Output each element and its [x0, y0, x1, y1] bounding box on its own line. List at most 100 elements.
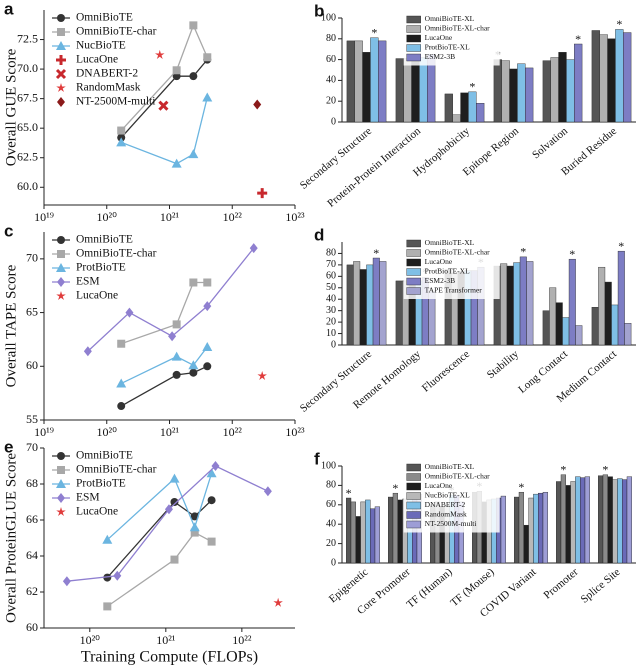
bar [353, 261, 361, 346]
legend-swatch [406, 277, 421, 286]
legend: OmniBioTE OmniBioTE-char ProtBioTE ESM LucaO… [52, 234, 157, 302]
marker [113, 570, 122, 581]
bar [346, 264, 354, 346]
bar [555, 302, 563, 346]
y-tick-label: 40 [326, 75, 336, 86]
legend-label: ProtBioTE-XL [425, 267, 470, 276]
marker [172, 66, 181, 75]
panel-label: b [314, 1, 324, 20]
significance-marker: * [616, 17, 622, 31]
bar [612, 479, 618, 564]
marker [189, 368, 198, 377]
y-axis-title: Overall ProteinGLUE Score [3, 453, 19, 623]
legend-label: ESM [76, 276, 100, 288]
bar [362, 52, 371, 123]
marker [188, 360, 199, 370]
legend-label: OmniBioTE [76, 12, 133, 24]
bar [370, 37, 379, 123]
y-tick-label: 20 [326, 316, 336, 327]
bar [509, 68, 518, 123]
bar [355, 516, 361, 564]
bar [615, 29, 624, 123]
bar [518, 491, 525, 564]
marker [171, 158, 182, 168]
x-tick-label: Protein-Protein Interaction [325, 125, 423, 210]
series-line [120, 59, 208, 139]
bar [598, 266, 606, 346]
significance-marker: * [469, 80, 475, 94]
bar [370, 508, 376, 564]
marker [190, 528, 199, 537]
marker [203, 301, 212, 312]
legend: OmniBioTE-XLOmniBioTE-XL-charLucaOneProt… [403, 238, 500, 299]
legend-swatch [406, 34, 421, 43]
legend-swatch [406, 463, 421, 472]
series-line [120, 365, 208, 407]
marker [57, 250, 65, 258]
significance-marker: * [518, 480, 524, 494]
bar [556, 481, 562, 564]
marker [207, 496, 216, 505]
bar [617, 250, 625, 346]
x-tick-label: Promoter [541, 566, 580, 602]
x-tick-label: 10²¹ [156, 633, 176, 647]
bar [562, 317, 570, 346]
bar [388, 496, 394, 564]
bar [617, 478, 623, 564]
significance-marker: * [602, 462, 608, 476]
marker [56, 479, 66, 488]
x-tick-label: Solvation [530, 125, 570, 162]
legend-label: RandomMask [76, 82, 141, 94]
x-tick-label: Fluorescence [420, 348, 472, 395]
bar [575, 325, 583, 346]
bar [526, 261, 534, 346]
x-tick-label: 10¹⁹ [34, 425, 54, 439]
marker [56, 263, 66, 272]
legend-label: ProtBioTE-XL [425, 43, 470, 52]
bar [566, 59, 575, 123]
bar [591, 307, 599, 346]
bar [550, 57, 559, 123]
bar [350, 501, 357, 564]
marker [57, 466, 65, 474]
bar [360, 501, 366, 564]
y-tick-label: 67.5 [17, 90, 38, 104]
y-tick-label: 100 [321, 12, 336, 23]
legend-label: NT-2500M-multi [76, 96, 155, 108]
bar [476, 103, 485, 123]
x-tick-label: 10²³ [285, 210, 305, 224]
marker [169, 473, 180, 483]
y-tick-label: 70 [26, 251, 38, 265]
panel-label: f [314, 449, 320, 468]
bar [428, 291, 436, 346]
marker [117, 402, 126, 411]
x-tick-label: 10²¹ [160, 425, 180, 439]
x-tick-label: 10²¹ [160, 210, 180, 224]
series-line [106, 473, 213, 541]
marker [253, 99, 262, 110]
legend-label: LucaOne [76, 54, 118, 66]
legend-label: OmniBioTE-char [76, 464, 157, 476]
bar [452, 114, 461, 123]
bar [528, 497, 534, 564]
bar [419, 57, 428, 123]
y-tick-label: 0 [331, 116, 336, 127]
marker [164, 504, 173, 515]
legend-label: OmniBioTE-char [76, 26, 157, 38]
y-tick-label: 60.0 [17, 179, 38, 193]
bar [374, 506, 381, 564]
marker [172, 370, 181, 379]
y-tick-label: 0 [331, 557, 336, 568]
marker [203, 278, 212, 287]
bar [395, 58, 404, 123]
legend: OmniBioTE OmniBioTE-char ProtBioTE ESM LucaO… [52, 450, 157, 518]
marker [211, 461, 220, 471]
legend-label: OmniBioTE-XL [425, 462, 475, 471]
y-tick-label: 60 [326, 271, 336, 282]
y-tick-label: 40 [326, 294, 336, 305]
y-tick-label: 68 [26, 476, 38, 490]
y-tick-label: 62.5 [17, 149, 38, 163]
bar [542, 491, 549, 564]
marker [202, 341, 213, 351]
marker [55, 68, 67, 80]
